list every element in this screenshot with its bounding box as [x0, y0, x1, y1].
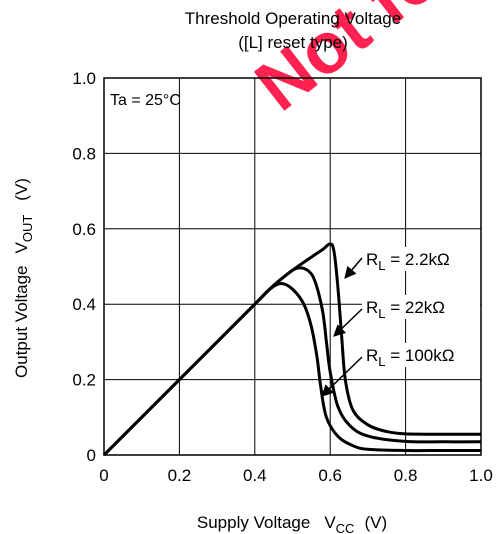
tick-labels: 0 0.2 0.4 0.6 0.8 1.0 0 0.2 0.4 0.6 0.8 1.0	[72, 69, 492, 485]
series-label-3: RL = 100kΩ	[366, 346, 454, 369]
series-callout-arrow	[344, 257, 363, 279]
series-label-value: = 100kΩ	[386, 346, 455, 365]
series-label-1: RL = 2.2kΩ	[366, 250, 450, 273]
x-tick-label: 0.4	[243, 466, 267, 485]
series-label-symbol: R	[366, 250, 378, 269]
series-label-sub: L	[378, 306, 385, 321]
y-tick-label: 0.8	[72, 144, 96, 163]
x-axis-label-symbol: V	[324, 513, 336, 532]
y-tick-label: 0.6	[72, 220, 96, 239]
series-label-bg	[362, 247, 480, 271]
series-callout-arrow	[333, 308, 363, 337]
series-label-sub: L	[378, 258, 385, 273]
x-tick-label: 0.2	[168, 466, 192, 485]
y-tick-label: 0.4	[72, 295, 96, 314]
y-axis-label-symbol: V	[12, 241, 31, 253]
x-axis-label-sub: CC	[336, 521, 355, 534]
annotation-temperature: Ta = 25°C	[110, 92, 181, 109]
y-axis-label-unit: (V)	[12, 178, 31, 201]
series-label-value: = 2.2kΩ	[386, 250, 450, 269]
y-tick-label: 0.2	[72, 371, 96, 390]
x-axis-label-unit: (V)	[364, 513, 387, 532]
series-label-sub: L	[378, 354, 385, 369]
chart-title: Threshold Operating Voltage	[185, 9, 401, 28]
x-tick-label: 1.0	[469, 466, 493, 485]
series-callout-arrow	[321, 356, 363, 397]
y-axis-label-main: Output Voltage	[12, 265, 31, 377]
series-label-value: = 22kΩ	[386, 298, 446, 317]
y-axis-label-sub: OUT	[20, 215, 35, 243]
x-tick-label: 0.8	[394, 466, 418, 485]
y-tick-label: 0	[87, 446, 96, 465]
y-tick-label: 1.0	[72, 69, 96, 88]
plot-frame	[103, 77, 482, 456]
series-label-symbol: R	[366, 346, 378, 365]
x-tick-label: 0	[99, 466, 108, 485]
series-label-symbol: R	[366, 298, 378, 317]
x-axis-label-main: Supply Voltage	[197, 513, 310, 532]
series-label-2: RL = 22kΩ	[366, 298, 445, 321]
y-axis-label: Output Voltage VOUT (V)	[12, 178, 35, 378]
series-lines	[102, 242, 482, 457]
series-label-bg	[362, 295, 480, 319]
series-label-bg	[362, 343, 480, 367]
grid	[103, 77, 482, 456]
series-line-3	[102, 282, 481, 457]
x-tick-label: 0.6	[318, 466, 342, 485]
chart-subtitle: ([L] reset type)	[238, 33, 348, 52]
x-axis-label: Supply Voltage VCC (V)	[197, 513, 387, 534]
